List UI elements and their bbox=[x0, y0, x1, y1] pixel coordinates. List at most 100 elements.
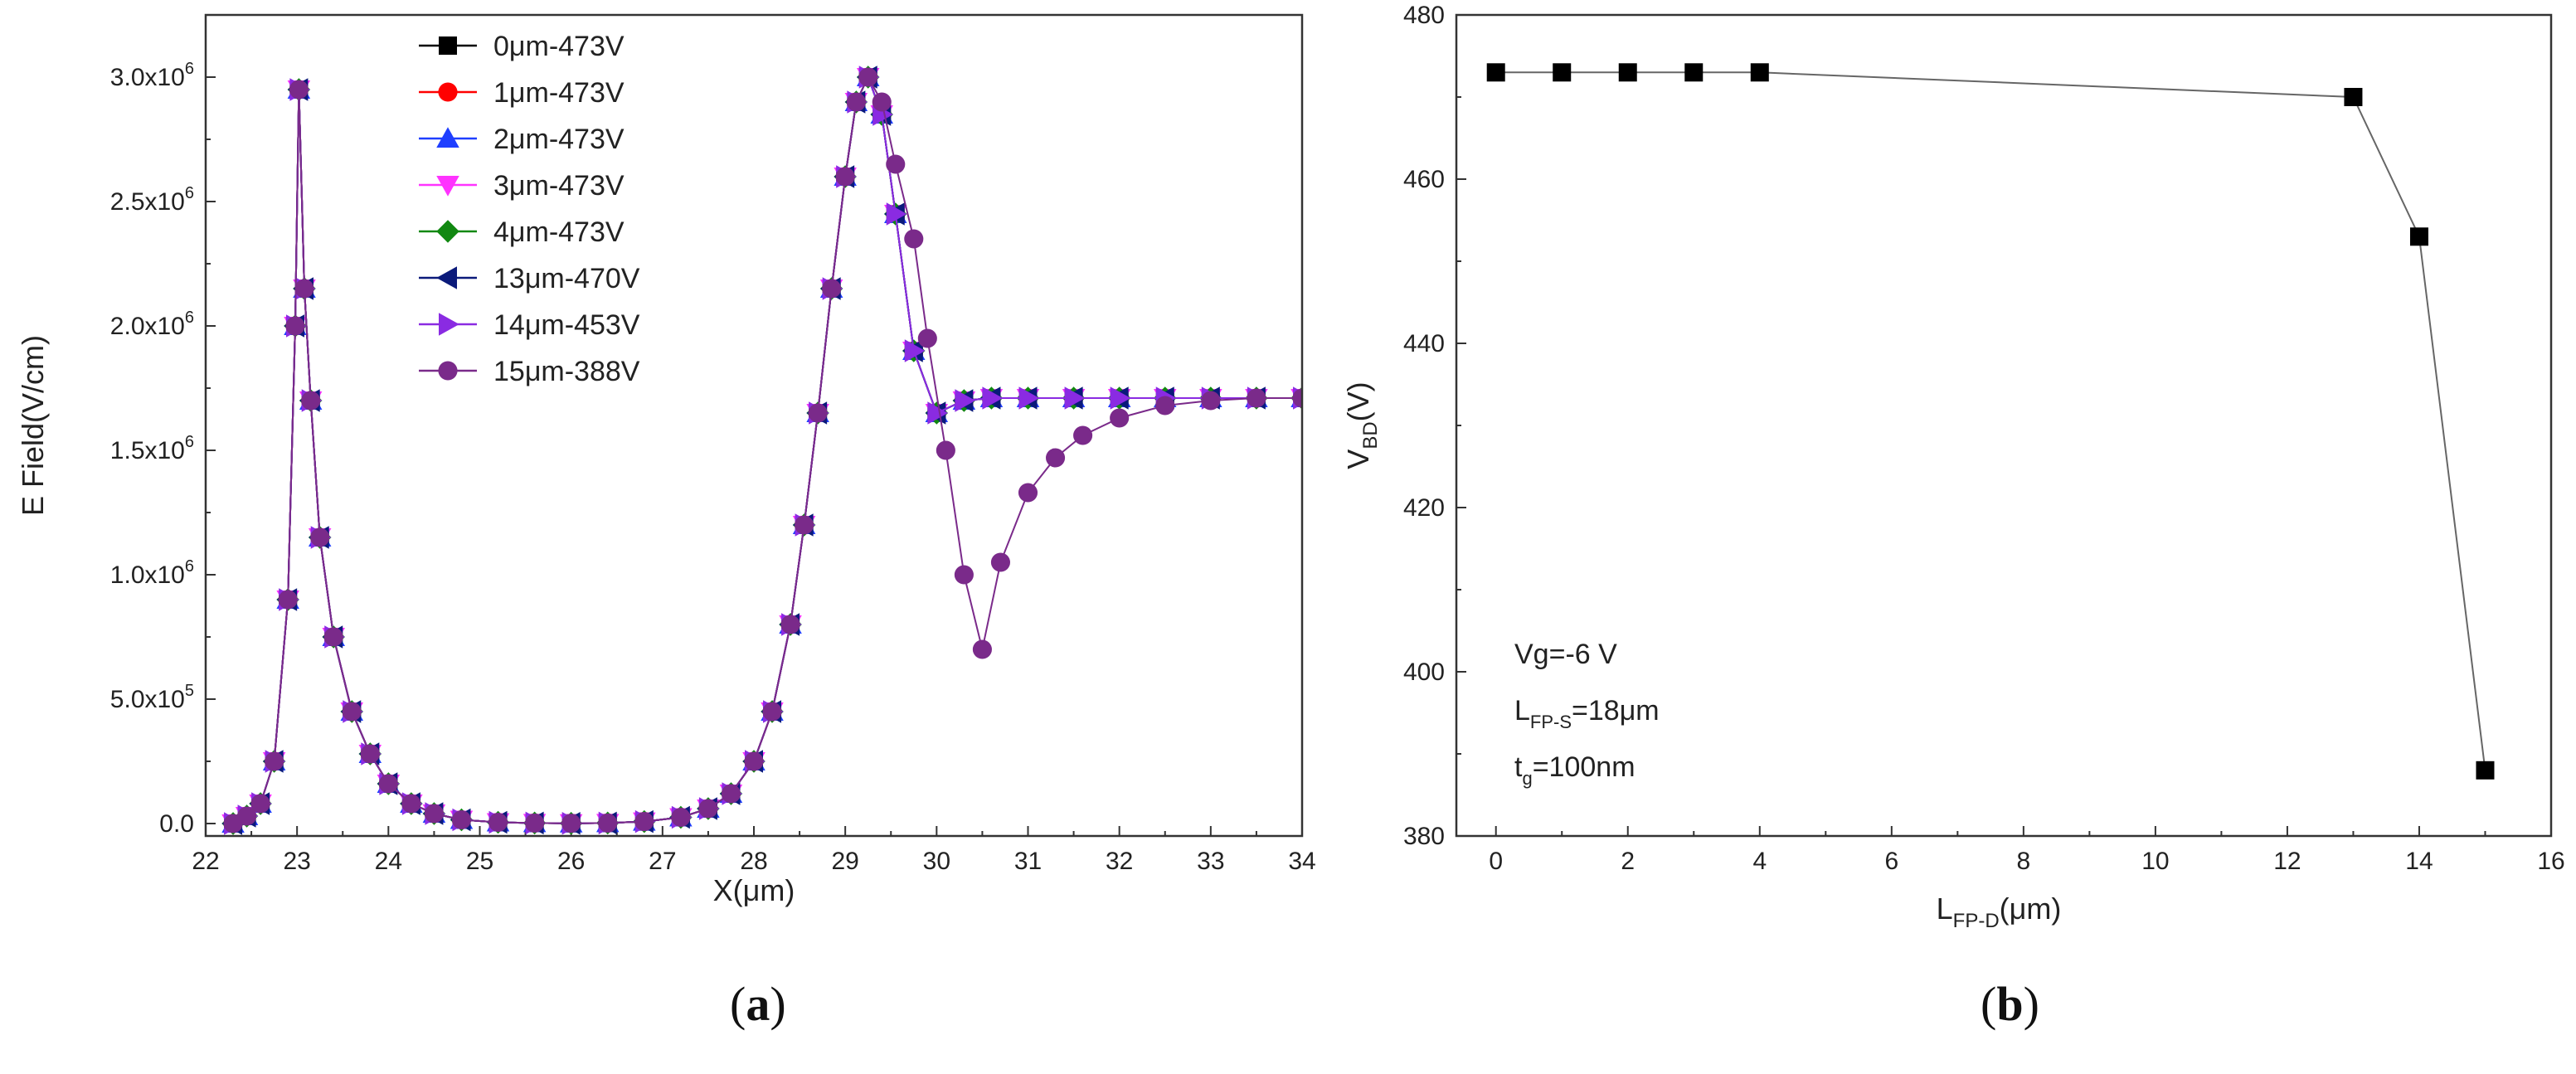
chart-a: 22 23 24 25 26 27 28 29 30 31 32 33 34 0.0 5.0x105 1.0x… bbox=[16, 13, 1316, 1031]
chart-a-x-tick-label: 31 bbox=[1014, 848, 1042, 875]
chart-a-x-tick-label: 24 bbox=[375, 848, 402, 875]
chart-a-legend-label: 1μm-473V bbox=[493, 77, 625, 109]
chart-a-data-point bbox=[278, 590, 298, 610]
chart-b-data-point bbox=[1553, 63, 1572, 82]
chart-a-data-point bbox=[780, 615, 800, 634]
chart-a-series-7 bbox=[223, 67, 1302, 833]
chart-a-data-point bbox=[424, 804, 444, 824]
annotation-tg-sub: g bbox=[1522, 768, 1532, 789]
chart-a-x-tick-label: 27 bbox=[649, 848, 676, 875]
chart-a-data-point bbox=[1018, 386, 1040, 410]
chart-b-data-point bbox=[1750, 63, 1769, 82]
chart-a-y-tick-label: 3.0x106 bbox=[110, 60, 194, 91]
chart-a-legend-item: 2μm-473V bbox=[419, 124, 625, 155]
chart-a-x-axis-label: X(μm) bbox=[713, 873, 795, 907]
caption-b-letter: b bbox=[1996, 977, 2023, 1031]
chart-b-x-label-tail: (μm) bbox=[2000, 892, 2062, 926]
annotation-lfps-sub: FP-S bbox=[1530, 712, 1572, 732]
chart-b-data-point bbox=[2476, 761, 2495, 780]
chart-a-data-point bbox=[744, 751, 764, 771]
chart-a-data-point bbox=[808, 403, 828, 423]
caption-b: (b) bbox=[1981, 977, 2039, 1031]
chart-a-data-point bbox=[250, 794, 270, 814]
chart-b-x-axis-label: LFP-D(μm) bbox=[1937, 892, 2062, 932]
chart-a-plot bbox=[221, 66, 1302, 835]
chart-a-data-point bbox=[289, 80, 309, 100]
chart-a-legend-marker bbox=[438, 361, 458, 381]
chart-a-data-point bbox=[1073, 425, 1093, 445]
chart-a-tick-labels: 22 23 24 25 26 27 28 29 30 31 32 33 34 0.0 5.0x105 1.0x… bbox=[110, 60, 1316, 875]
chart-b-x-label-main: L bbox=[1937, 892, 1953, 926]
chart-a-x-tick-label: 34 bbox=[1288, 848, 1315, 875]
chart-b-data-point bbox=[1684, 63, 1704, 82]
chart-a-y-tick-label: 5.0x105 bbox=[110, 682, 194, 713]
chart-a-data-point bbox=[698, 799, 718, 819]
chart-a-data-point bbox=[1292, 388, 1302, 408]
chart-b-y-tick-label: 400 bbox=[1403, 658, 1445, 686]
chart-a-x-tick-label: 32 bbox=[1106, 848, 1133, 875]
chart-a-data-point bbox=[982, 386, 1004, 410]
caption-a-letter: a bbox=[746, 977, 770, 1031]
chart-a-data-point bbox=[561, 814, 581, 833]
chart-a-data-point bbox=[835, 167, 855, 187]
chart-b-x-tick-label: 2 bbox=[1621, 848, 1635, 875]
chart-a-data-point bbox=[904, 339, 926, 362]
chart-a-data-point bbox=[972, 639, 992, 659]
chart-a-legend-item: 3μm-473V bbox=[419, 170, 625, 202]
annotation-lfps: LFP-S=18μm bbox=[1514, 695, 1660, 732]
chart-b-x-tick-label: 16 bbox=[2537, 848, 2564, 875]
chart-a-data-point bbox=[886, 154, 906, 174]
chart-b-x-tick-label: 8 bbox=[2017, 848, 2031, 875]
chart-a-x-tick-label: 29 bbox=[831, 848, 858, 875]
chart-a-legend-label: 15μm-388V bbox=[493, 356, 640, 387]
chart-a-data-point bbox=[721, 784, 741, 804]
chart-a-legend-marker bbox=[436, 176, 459, 197]
chart-b-x-tick-label: 12 bbox=[2273, 848, 2301, 875]
chart-a-data-point bbox=[310, 527, 330, 547]
chart-a-legend: 0μm-473V 1μm-473V 2μm-473V 3μm-473V 4μm-473V… bbox=[419, 31, 640, 387]
annotation-tg-tail: =100nm bbox=[1533, 751, 1636, 783]
chart-a-legend-marker bbox=[436, 266, 457, 289]
chart-b-x-tick-label: 4 bbox=[1752, 848, 1767, 875]
chart-a-legend-item: 1μm-473V bbox=[419, 77, 625, 109]
chart-a-legend-label: 13μm-470V bbox=[493, 263, 640, 294]
chart-a-legend-item: 15μm-388V bbox=[419, 356, 640, 387]
chart-a-x-tick-label: 28 bbox=[740, 848, 767, 875]
chart-b-data-point bbox=[2344, 88, 2363, 106]
chart-b-y-label-tail: (V) bbox=[1341, 381, 1375, 421]
chart-a-data-point bbox=[955, 389, 976, 412]
chart-a-data-point bbox=[762, 702, 782, 722]
chart-a-x-tick-label: 26 bbox=[557, 848, 585, 875]
chart-a-data-point bbox=[1064, 386, 1086, 410]
chart-a-legend-marker bbox=[439, 313, 459, 336]
chart-a-legend-label: 14μm-453V bbox=[493, 309, 640, 341]
chart-a-x-tick-label: 25 bbox=[466, 848, 493, 875]
chart-a-series-line bbox=[232, 75, 1302, 824]
chart-b-y-axis-label: VBD(V) bbox=[1341, 381, 1382, 469]
chart-b-y-tick-label: 420 bbox=[1403, 494, 1445, 522]
chart-b-x-tick-label: 10 bbox=[2141, 848, 2169, 875]
chart-a-data-point bbox=[872, 92, 892, 112]
chart-b-x-tick-label: 0 bbox=[1489, 848, 1503, 875]
chart-a-y-tick-label: 2.5x106 bbox=[110, 184, 194, 216]
chart-a-legend-marker bbox=[439, 36, 457, 55]
chart-b-x-tick-label: 6 bbox=[1884, 848, 1898, 875]
chart-a-data-point bbox=[285, 316, 305, 336]
chart-a-data-point bbox=[323, 627, 343, 647]
chart-a-data-point bbox=[1201, 391, 1221, 411]
chart-a-data-point bbox=[846, 92, 866, 112]
chart-a-data-point bbox=[917, 328, 937, 348]
chart-a-data-point bbox=[451, 809, 472, 830]
chart-b-frame bbox=[1455, 13, 2553, 838]
chart-b-x-tick-label: 14 bbox=[2405, 848, 2433, 875]
chart-a-data-point bbox=[990, 552, 1010, 572]
chart-a-data-point bbox=[1046, 448, 1066, 468]
chart-a-data-point bbox=[525, 813, 545, 833]
chart-b-y-tick-label: 440 bbox=[1403, 330, 1445, 357]
chart-a-legend-label: 0μm-473V bbox=[493, 31, 625, 62]
chart-a-legend-marker bbox=[436, 220, 459, 243]
chart-a-legend-label: 4μm-473V bbox=[493, 216, 625, 248]
annotation-tg-main: t bbox=[1514, 751, 1523, 783]
chart-b-series bbox=[1486, 63, 2495, 780]
